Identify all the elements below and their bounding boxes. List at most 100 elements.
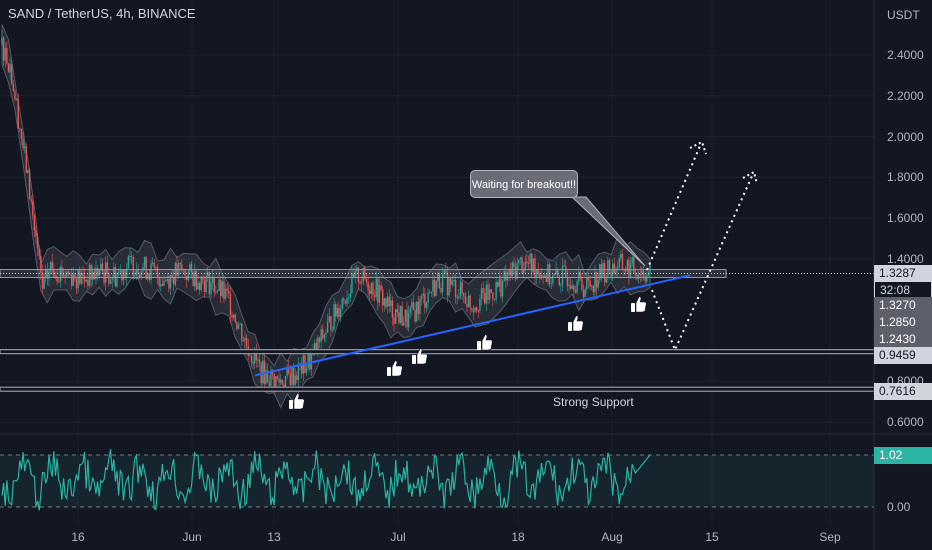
candle xyxy=(574,290,577,293)
candle xyxy=(488,289,491,300)
candle xyxy=(472,309,475,312)
candle xyxy=(9,64,11,73)
candle xyxy=(500,278,502,297)
candle xyxy=(221,281,224,297)
candle xyxy=(281,379,283,385)
candle xyxy=(537,269,539,274)
candle xyxy=(140,271,143,279)
candle xyxy=(463,293,465,296)
candle xyxy=(80,273,83,284)
rsi-line xyxy=(1,449,651,511)
candle xyxy=(82,273,84,277)
candle xyxy=(373,295,376,297)
price-label: 0.7616 xyxy=(874,383,932,400)
candle xyxy=(279,379,282,383)
strong-support-label: Strong Support xyxy=(553,395,634,409)
candle xyxy=(315,343,317,351)
candle xyxy=(174,263,177,285)
candle xyxy=(114,267,117,287)
thumbs-up-icon xyxy=(631,296,647,313)
candle xyxy=(273,374,275,388)
candle xyxy=(642,270,645,277)
candle xyxy=(215,291,217,293)
candle xyxy=(58,281,60,283)
candle xyxy=(56,276,58,282)
candle xyxy=(268,382,270,386)
candle xyxy=(323,334,326,339)
y-tick-label: 2.0000 xyxy=(887,129,924,144)
y-tick-label: 2.2000 xyxy=(887,88,924,103)
candle xyxy=(597,280,599,288)
candle xyxy=(509,268,512,277)
candle xyxy=(1,37,3,45)
candle xyxy=(644,276,646,282)
candle xyxy=(498,278,501,287)
candle xyxy=(443,270,445,274)
candle xyxy=(532,258,535,272)
candle xyxy=(213,276,215,292)
candle xyxy=(69,274,71,276)
candle xyxy=(396,309,398,313)
candle xyxy=(471,307,473,310)
support-line xyxy=(0,386,875,392)
thumbs-up-icon xyxy=(289,393,305,410)
candle xyxy=(187,271,189,281)
grid xyxy=(0,54,874,423)
candle xyxy=(150,263,152,280)
y-tick-label: 1.8000 xyxy=(887,170,924,185)
candle xyxy=(399,306,402,323)
candle xyxy=(266,370,269,383)
candle xyxy=(364,267,366,280)
candle xyxy=(117,272,120,275)
candle xyxy=(527,262,530,264)
candle xyxy=(38,248,40,256)
candle xyxy=(490,289,492,293)
candle xyxy=(232,315,235,318)
candle xyxy=(23,146,26,148)
candle xyxy=(77,268,79,289)
candle xyxy=(450,278,452,285)
candle xyxy=(218,279,220,292)
candle xyxy=(211,276,214,283)
candle xyxy=(164,280,167,282)
candle xyxy=(446,272,449,296)
candle xyxy=(12,84,15,91)
candle xyxy=(590,285,593,287)
candle xyxy=(526,261,528,263)
candle xyxy=(628,260,630,278)
x-tick-label: 16 xyxy=(71,530,85,544)
candle xyxy=(265,370,267,385)
candle xyxy=(139,274,141,279)
candle xyxy=(600,264,603,278)
candle xyxy=(119,269,121,273)
candle xyxy=(542,275,544,278)
candle xyxy=(234,315,236,323)
candle xyxy=(241,323,243,341)
candle xyxy=(113,267,115,279)
candle xyxy=(629,263,632,278)
candle xyxy=(198,283,201,291)
candle xyxy=(430,291,432,293)
candle xyxy=(53,268,55,277)
candle xyxy=(475,307,478,311)
candle xyxy=(179,263,181,265)
candle xyxy=(331,329,334,331)
candle xyxy=(581,278,583,290)
candle xyxy=(61,266,63,277)
candle xyxy=(365,279,368,283)
candle xyxy=(633,257,635,273)
candle xyxy=(288,366,290,374)
candle xyxy=(518,259,520,264)
candle xyxy=(341,298,343,310)
candle xyxy=(195,270,198,290)
candle xyxy=(626,260,629,271)
candle xyxy=(339,309,342,318)
candle xyxy=(208,272,211,295)
candle xyxy=(428,292,431,294)
candle xyxy=(145,257,147,279)
candle xyxy=(85,279,87,282)
candle xyxy=(284,376,287,387)
candle xyxy=(158,276,160,286)
candle xyxy=(17,98,19,129)
